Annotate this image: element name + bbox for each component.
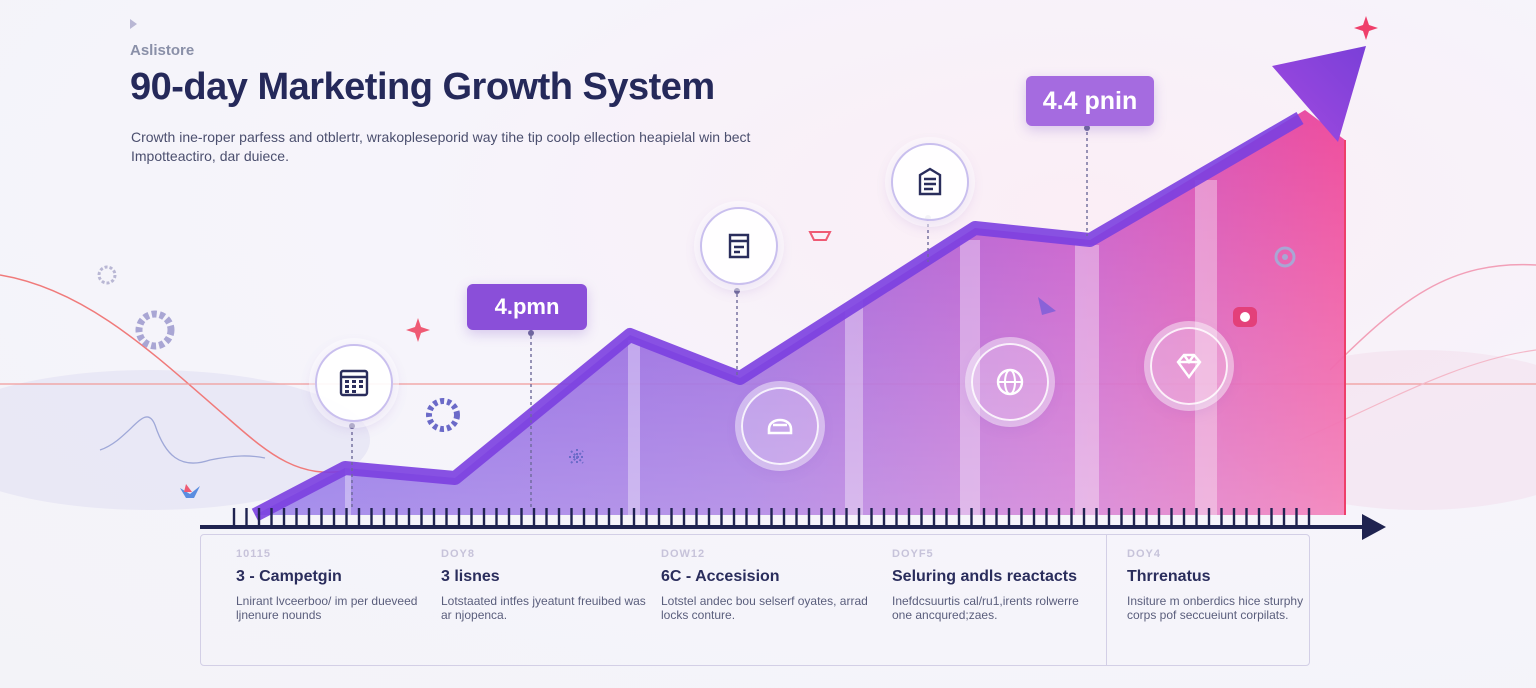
stage-title: 3 - Campetgin (236, 568, 342, 585)
gear-icon (426, 398, 460, 432)
stage-title: Seluring andls reactacts (892, 568, 1077, 585)
bird-icon (180, 484, 200, 498)
brand-name: Aslistore (130, 42, 195, 59)
metric-callout: 4.pmn (467, 284, 587, 330)
growth-line (251, 111, 1304, 522)
stage-description: Lotstaated intfes jyeatunt freuibed was … (441, 594, 646, 622)
page-subtitle: Crowth ine-roper parfess and otblertr, w… (131, 129, 751, 164)
database-icon (700, 207, 778, 285)
sparkle-icon (569, 449, 585, 465)
stage-card: DOY8 3 lisnes Lotstaated intfes jyeatunt… (441, 548, 651, 622)
timeline-arrow-icon (1362, 514, 1386, 540)
globe-icon (971, 343, 1049, 421)
metric-callout: 4.4 pnin (1026, 76, 1154, 126)
stage-description: Inefdcsuurtis cal/ru1,irents rolwerre on… (892, 594, 1079, 622)
stage-day: DOW12 (661, 548, 706, 560)
sparkle-icon (1354, 16, 1378, 40)
stage-card: DOYF5 Seluring andls reactacts Inefdcsuu… (892, 548, 1092, 622)
stage-description: Lotstel andec bou selserf oyates, arrad … (661, 594, 868, 622)
gear-icon (1274, 246, 1296, 268)
sparkle-icon (130, 19, 137, 29)
stage-day: DOY4 (1127, 548, 1161, 560)
calendar-icon (315, 344, 393, 422)
stage-card: DOY4 Thrrenatus Insiture m onberdics hic… (1127, 548, 1307, 622)
stage-title: 3 lisnes (441, 568, 500, 585)
flag-icon (808, 231, 832, 241)
stages-panel (200, 534, 1310, 666)
stage-day: DOY8 (441, 548, 475, 560)
diamond-icon (1150, 327, 1228, 405)
decor-wave-small (99, 416, 266, 464)
decor-wave-left (0, 274, 351, 473)
stage-description: Insiture m onberdics hice sturphy corps … (1127, 594, 1304, 622)
document-icon (891, 143, 969, 221)
page-title: 90-day Marketing Growth System (130, 66, 715, 108)
stage-title: 6C - Accesision (661, 568, 780, 585)
timeline-ticks (232, 508, 1311, 527)
stage-day: DOYF5 (892, 548, 934, 560)
rating-badge-icon (741, 387, 819, 465)
gear-icon (97, 265, 117, 285)
sparkle-icon (406, 318, 430, 342)
decor-wave-right (1329, 263, 1536, 371)
stage-card: DOW12 6C - Accesision Lotstel andec bou … (661, 548, 871, 622)
pointer-lines (351, 126, 1088, 508)
stage-card: 10115 3 - Campetgin Lnirant lvceerboo/ i… (236, 548, 446, 622)
camera-icon (1233, 307, 1257, 327)
growth-arrow-head (1272, 46, 1366, 142)
gear-icon (135, 310, 175, 350)
stage-divider (1106, 535, 1107, 665)
cloud-left (0, 370, 370, 510)
growth-area-fade (255, 110, 1345, 515)
stage-day: 10115 (236, 548, 271, 560)
triangle-icon (1038, 297, 1056, 315)
stage-title: Thrrenatus (1127, 568, 1211, 585)
stage-description: Lnirant lvceerboo/ im per dueveed ljnenu… (236, 594, 418, 622)
